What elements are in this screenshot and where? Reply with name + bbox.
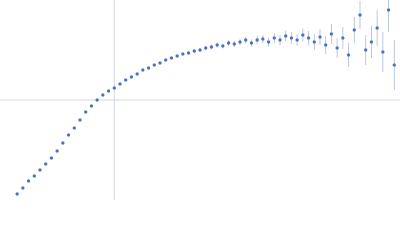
data-point bbox=[255, 38, 259, 42]
data-point bbox=[118, 82, 122, 86]
data-point bbox=[186, 51, 191, 55]
data-point bbox=[61, 141, 65, 145]
data-point bbox=[175, 54, 179, 58]
data-point bbox=[261, 37, 265, 41]
data-point bbox=[158, 61, 162, 65]
data-point bbox=[106, 89, 111, 93]
data-point bbox=[226, 41, 231, 45]
data-point bbox=[329, 32, 334, 36]
data-point bbox=[192, 49, 196, 53]
data-point bbox=[15, 192, 19, 196]
data-point bbox=[129, 75, 134, 79]
data-point bbox=[346, 53, 351, 57]
data-point bbox=[26, 179, 31, 183]
data-point bbox=[278, 38, 282, 42]
data-point bbox=[369, 40, 374, 44]
data-point bbox=[84, 110, 88, 114]
data-point bbox=[72, 126, 76, 130]
data-point bbox=[152, 63, 156, 67]
data-point bbox=[392, 63, 396, 67]
data-point bbox=[312, 40, 316, 44]
data-point bbox=[306, 36, 311, 40]
data-point bbox=[215, 43, 219, 47]
data-point bbox=[95, 98, 99, 102]
data-point bbox=[198, 48, 202, 52]
data-point bbox=[146, 66, 151, 70]
data-point bbox=[78, 118, 82, 122]
data-point bbox=[66, 133, 71, 137]
data-point bbox=[169, 56, 174, 60]
data-point bbox=[141, 68, 145, 72]
data-point bbox=[209, 45, 214, 49]
data-point bbox=[164, 58, 168, 62]
data-point bbox=[341, 36, 345, 40]
data-point bbox=[335, 46, 339, 50]
data-point bbox=[249, 41, 254, 45]
data-point bbox=[112, 86, 116, 90]
data-point bbox=[272, 36, 276, 40]
data-point bbox=[101, 93, 105, 97]
data-point bbox=[181, 52, 185, 56]
data-point bbox=[386, 8, 391, 12]
data-point bbox=[266, 40, 271, 44]
data-point bbox=[21, 186, 25, 190]
data-point bbox=[352, 28, 356, 32]
data-point bbox=[244, 38, 248, 42]
data-point bbox=[301, 33, 305, 37]
data-point bbox=[89, 104, 94, 108]
data-point bbox=[358, 13, 362, 17]
data-point bbox=[135, 72, 139, 76]
data-point bbox=[44, 162, 48, 166]
data-point bbox=[375, 26, 379, 30]
data-point bbox=[284, 34, 288, 38]
data-point bbox=[32, 174, 36, 178]
data-point bbox=[55, 149, 59, 153]
chart bbox=[0, 0, 400, 200]
data-point bbox=[38, 168, 42, 172]
data-point bbox=[204, 46, 208, 50]
data-point bbox=[238, 40, 242, 44]
data-point bbox=[232, 42, 236, 46]
data-point bbox=[49, 156, 54, 160]
data-point bbox=[295, 38, 299, 42]
data-point bbox=[221, 44, 225, 48]
data-point bbox=[289, 36, 294, 40]
data-point bbox=[364, 48, 368, 52]
data-point bbox=[381, 50, 385, 54]
data-point bbox=[318, 35, 322, 39]
data-point bbox=[324, 43, 328, 47]
data-point bbox=[124, 78, 128, 82]
